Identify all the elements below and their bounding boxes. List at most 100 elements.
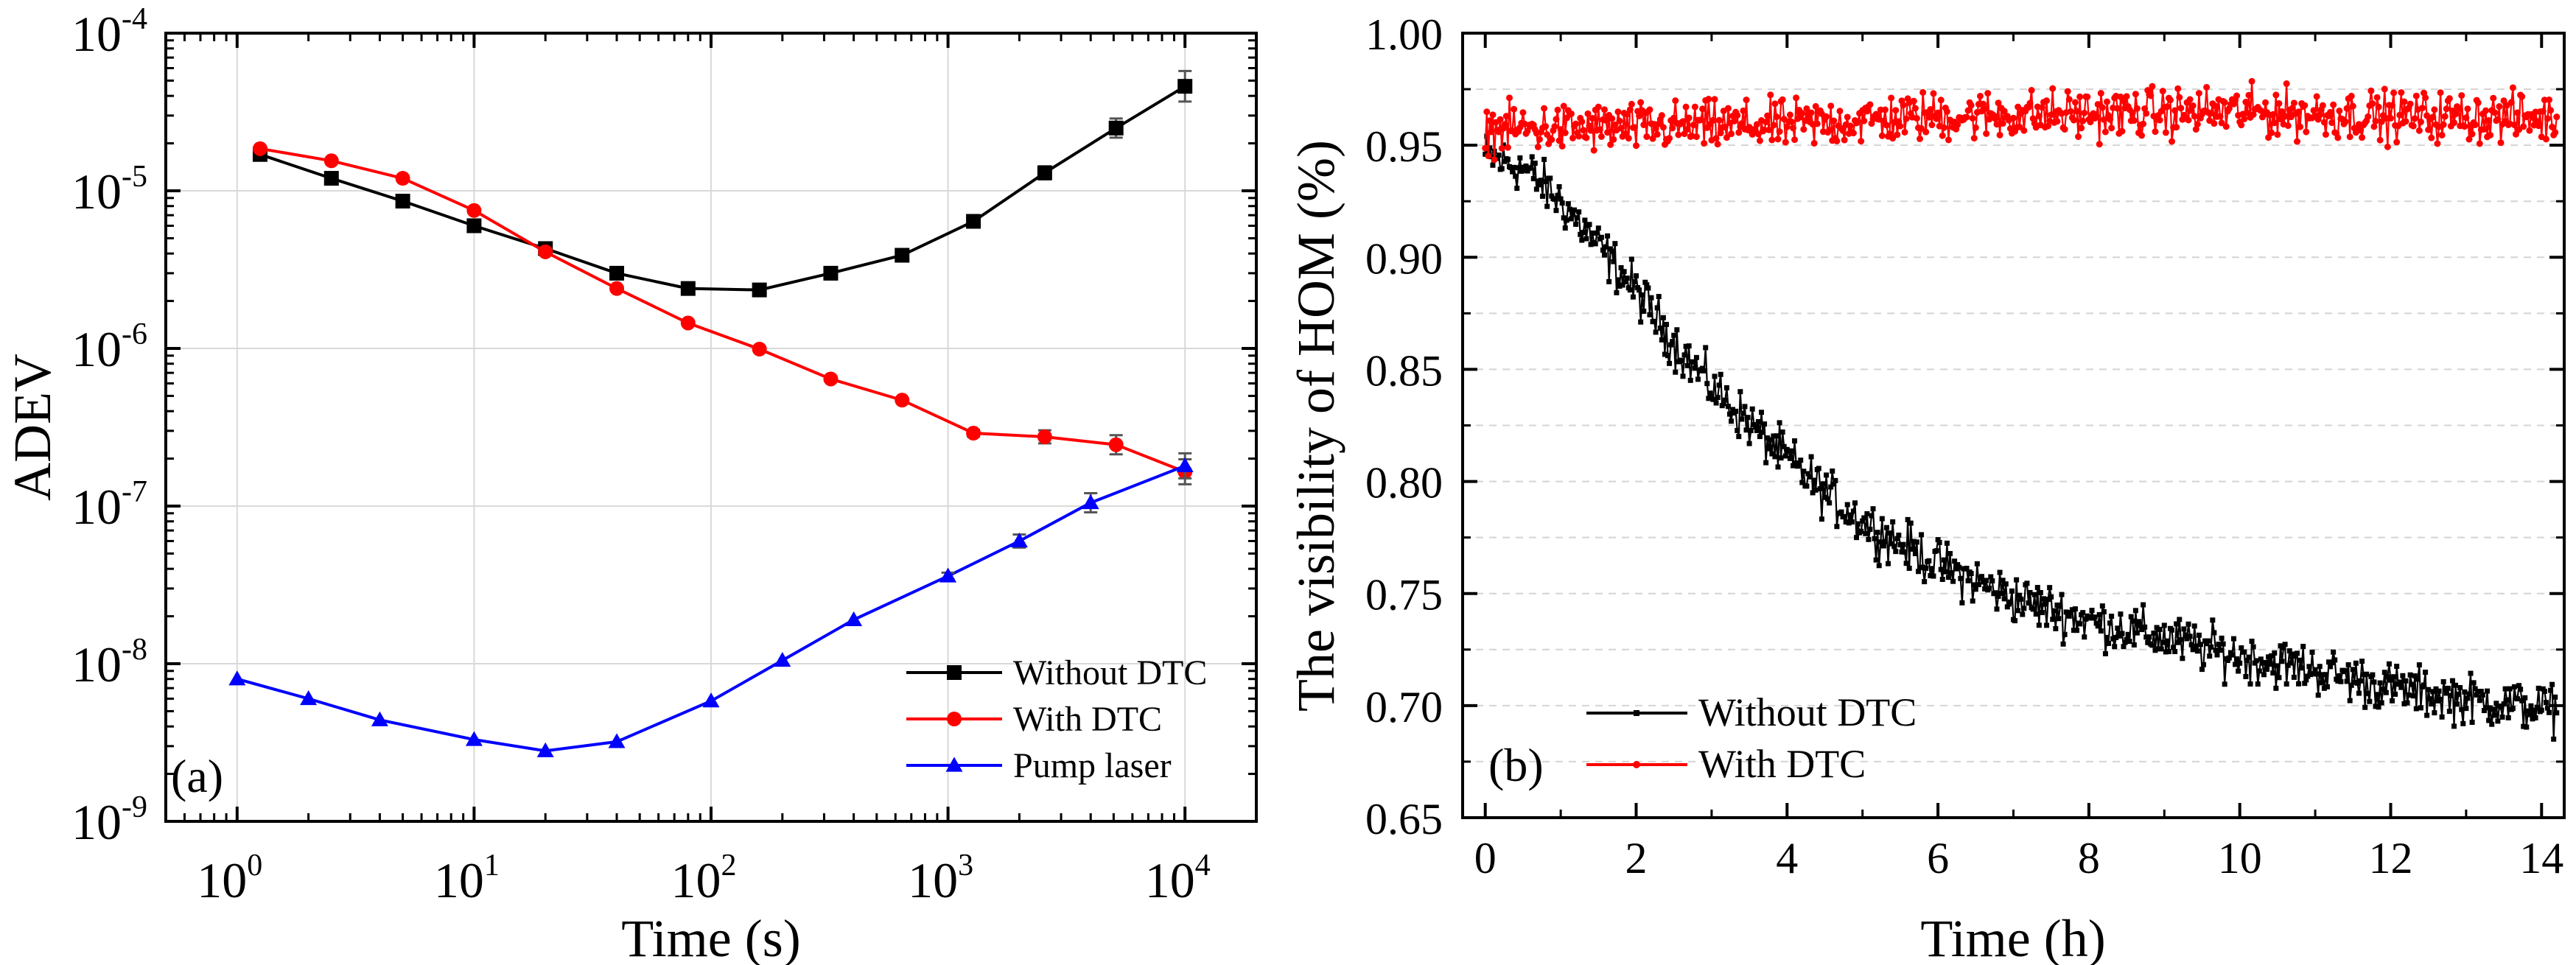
data-point bbox=[2309, 649, 2315, 655]
data-point bbox=[2265, 134, 2272, 141]
data-point bbox=[1911, 538, 1917, 544]
data-point bbox=[2337, 673, 2342, 678]
data-point bbox=[2390, 698, 2395, 703]
data-point bbox=[2000, 578, 2006, 583]
data-point bbox=[1541, 156, 1547, 162]
data-point bbox=[1490, 162, 1496, 168]
data-point bbox=[1783, 123, 1791, 130]
data-point bbox=[2072, 606, 2078, 612]
data-point bbox=[2401, 701, 2407, 706]
data-point bbox=[2191, 623, 2197, 629]
series-line bbox=[1484, 136, 2558, 740]
data-point bbox=[1707, 390, 1713, 396]
legend-marker bbox=[1634, 710, 1639, 716]
data-point bbox=[1920, 564, 1926, 570]
data-point bbox=[2074, 628, 2080, 634]
data-point bbox=[2328, 119, 2336, 127]
data-point bbox=[1791, 136, 1799, 144]
data-point bbox=[2038, 104, 2045, 111]
data-point bbox=[2216, 113, 2224, 120]
data-point bbox=[1988, 574, 1994, 580]
data-point bbox=[2054, 602, 2060, 608]
data-point bbox=[1643, 133, 1651, 140]
legend-marker bbox=[947, 665, 962, 680]
data-point bbox=[2342, 118, 2349, 125]
data-point bbox=[1714, 141, 1721, 148]
data-point bbox=[2236, 668, 2241, 674]
data-point bbox=[2178, 636, 2184, 642]
data-point bbox=[1844, 113, 1851, 121]
data-point bbox=[2142, 624, 2148, 630]
data-point bbox=[1952, 558, 1958, 564]
data-point bbox=[1511, 164, 1517, 170]
data-point bbox=[1896, 533, 1902, 538]
data-point bbox=[2311, 671, 2317, 677]
data-point bbox=[2418, 705, 2423, 711]
data-point bbox=[2529, 113, 2536, 121]
data-point bbox=[2132, 608, 2138, 614]
data-point bbox=[2284, 122, 2292, 130]
data-point bbox=[2407, 100, 2414, 108]
data-point bbox=[1695, 376, 1701, 382]
data-point bbox=[1950, 578, 1956, 584]
data-point bbox=[1798, 457, 1804, 463]
data-point bbox=[2283, 681, 2289, 687]
data-point bbox=[1010, 532, 1028, 548]
data-point bbox=[1864, 510, 1870, 516]
data-point bbox=[1847, 512, 1853, 518]
data-point bbox=[1763, 460, 1769, 466]
data-point bbox=[1534, 143, 1541, 150]
data-point bbox=[2357, 127, 2365, 134]
data-point bbox=[2157, 626, 2163, 632]
data-point bbox=[609, 281, 625, 296]
data-point bbox=[2479, 692, 2485, 698]
data-point bbox=[2387, 677, 2393, 683]
data-point bbox=[1638, 319, 1644, 325]
data-point bbox=[2422, 94, 2429, 102]
data-point bbox=[2176, 94, 2183, 101]
data-point bbox=[2535, 685, 2541, 691]
data-point bbox=[2377, 680, 2383, 686]
data-point bbox=[2177, 617, 2183, 622]
data-point bbox=[2531, 707, 2537, 713]
data-point bbox=[1889, 541, 1894, 547]
data-point bbox=[2272, 650, 2278, 656]
data-point bbox=[2068, 610, 2073, 616]
data-point bbox=[1710, 396, 1716, 402]
data-point bbox=[2282, 642, 2288, 648]
data-point bbox=[1894, 536, 1900, 541]
data-point bbox=[2187, 634, 2193, 639]
data-point bbox=[1846, 520, 1852, 526]
data-point bbox=[2004, 604, 2010, 610]
data-point bbox=[1721, 401, 1726, 407]
data-point bbox=[2552, 129, 2559, 136]
data-point bbox=[1939, 132, 1946, 139]
data-point bbox=[2245, 91, 2253, 99]
data-point bbox=[2017, 592, 2023, 598]
data-point bbox=[2122, 639, 2128, 645]
data-point bbox=[2327, 108, 2334, 116]
data-point bbox=[2104, 634, 2110, 640]
data-point bbox=[2384, 143, 2391, 150]
data-point bbox=[1701, 368, 1707, 373]
data-point bbox=[2047, 585, 2053, 591]
data-point bbox=[1605, 233, 1611, 239]
data-point bbox=[2315, 692, 2321, 698]
data-point bbox=[1993, 121, 2001, 128]
data-point bbox=[1671, 332, 1677, 338]
data-point bbox=[1860, 518, 1866, 524]
data-point bbox=[2461, 123, 2468, 130]
data-point bbox=[1600, 248, 1606, 253]
data-point bbox=[1749, 406, 1755, 412]
data-point bbox=[2138, 132, 2146, 139]
panel-b-label: (b) bbox=[1488, 739, 1544, 791]
data-point bbox=[2231, 636, 2236, 642]
panel-b-series-without-dtc bbox=[1483, 133, 2560, 742]
data-point bbox=[2347, 698, 2353, 703]
data-point bbox=[1522, 167, 1527, 173]
data-point bbox=[1728, 130, 1735, 138]
data-point bbox=[1800, 126, 1807, 133]
data-point bbox=[1588, 242, 1594, 248]
data-point bbox=[1944, 540, 1950, 546]
data-point bbox=[2321, 685, 2327, 691]
